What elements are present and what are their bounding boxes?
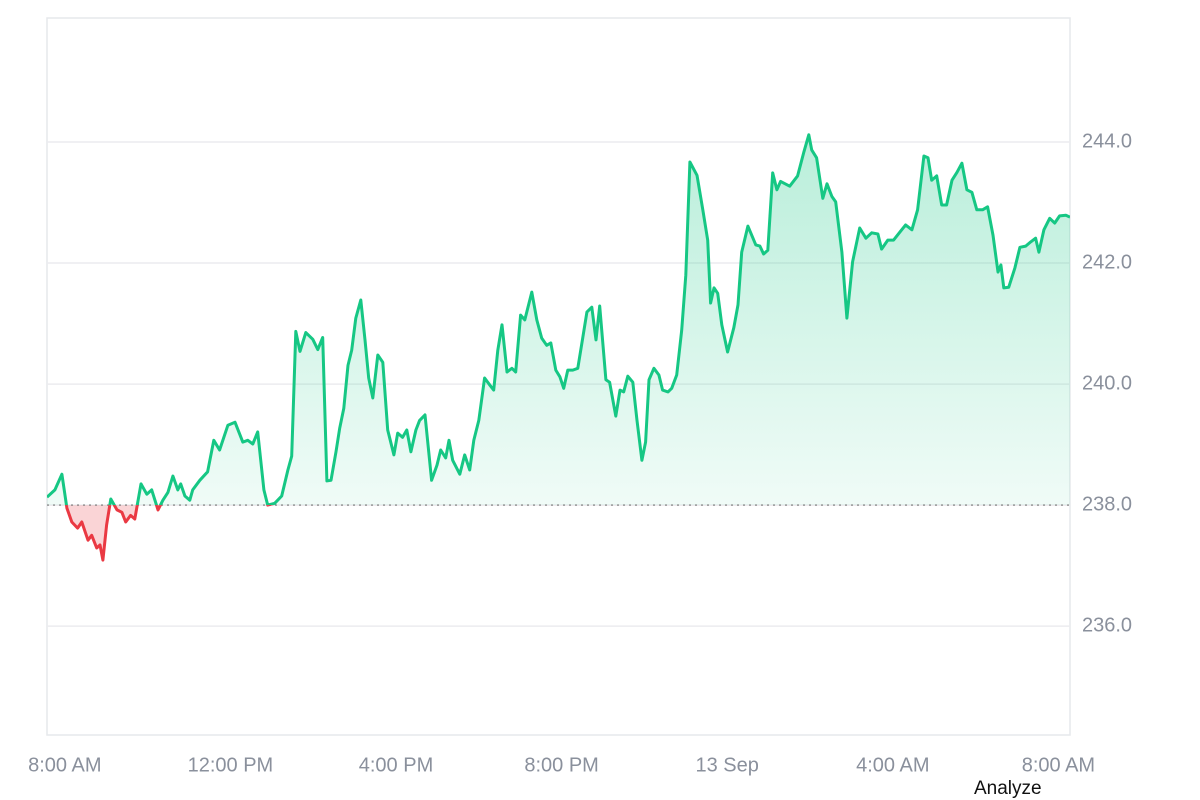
x-tick-label: 8:00 AM [1022,754,1095,776]
x-tick-label: 13 Sep [696,754,759,776]
x-tick-label: 8:00 AM [28,754,101,776]
area-up [47,134,1070,506]
y-tick-label: 236.0 [1082,614,1132,636]
analyze-button[interactable]: Analyze [974,778,1042,799]
x-tick-label: 4:00 PM [359,754,433,776]
x-tick-label: 12:00 PM [188,754,274,776]
x-tick-label: 4:00 AM [856,754,929,776]
y-tick-label: 238.0 [1082,493,1132,515]
price-line-up [47,133,1070,506]
y-tick-label: 242.0 [1082,251,1132,273]
y-tick-label: 244.0 [1082,130,1132,152]
y-tick-label: 240.0 [1082,372,1132,394]
x-tick-label: 8:00 PM [524,754,598,776]
